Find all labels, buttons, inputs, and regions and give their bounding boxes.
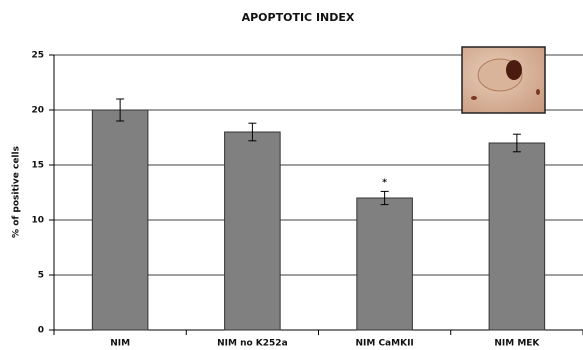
x-tick-label: NIM MEK <box>494 339 540 349</box>
x-tick-label: NIM <box>110 339 130 349</box>
inset-nucleus <box>506 60 522 80</box>
inset-dot <box>536 89 540 95</box>
bar <box>357 198 413 330</box>
inset-dot <box>471 96 477 100</box>
y-axis-label: % of positive cells <box>12 146 22 238</box>
x-tick-label: NIM no K252a <box>217 339 288 349</box>
y-tick-label: 20 <box>31 106 44 116</box>
y-tick-label: 10 <box>31 216 44 226</box>
y-tick-label: 5 <box>38 271 44 281</box>
y-tick-label: 25 <box>31 51 44 61</box>
x-tick-label: NIM CaMKII <box>355 339 413 349</box>
bar <box>489 143 545 330</box>
chart: APOPTOTIC INDEX % of positive cells 0 5 10… <box>0 0 583 350</box>
chart-title: APOPTOTIC INDEX <box>242 11 355 24</box>
y-tick-label: 0 <box>38 326 44 336</box>
annotation: * <box>382 178 387 188</box>
bar <box>92 110 148 330</box>
y-tick-label: 15 <box>31 161 44 171</box>
page: {"chart_data": {"type": "bar", "title": … <box>0 0 583 350</box>
bar <box>225 132 281 330</box>
